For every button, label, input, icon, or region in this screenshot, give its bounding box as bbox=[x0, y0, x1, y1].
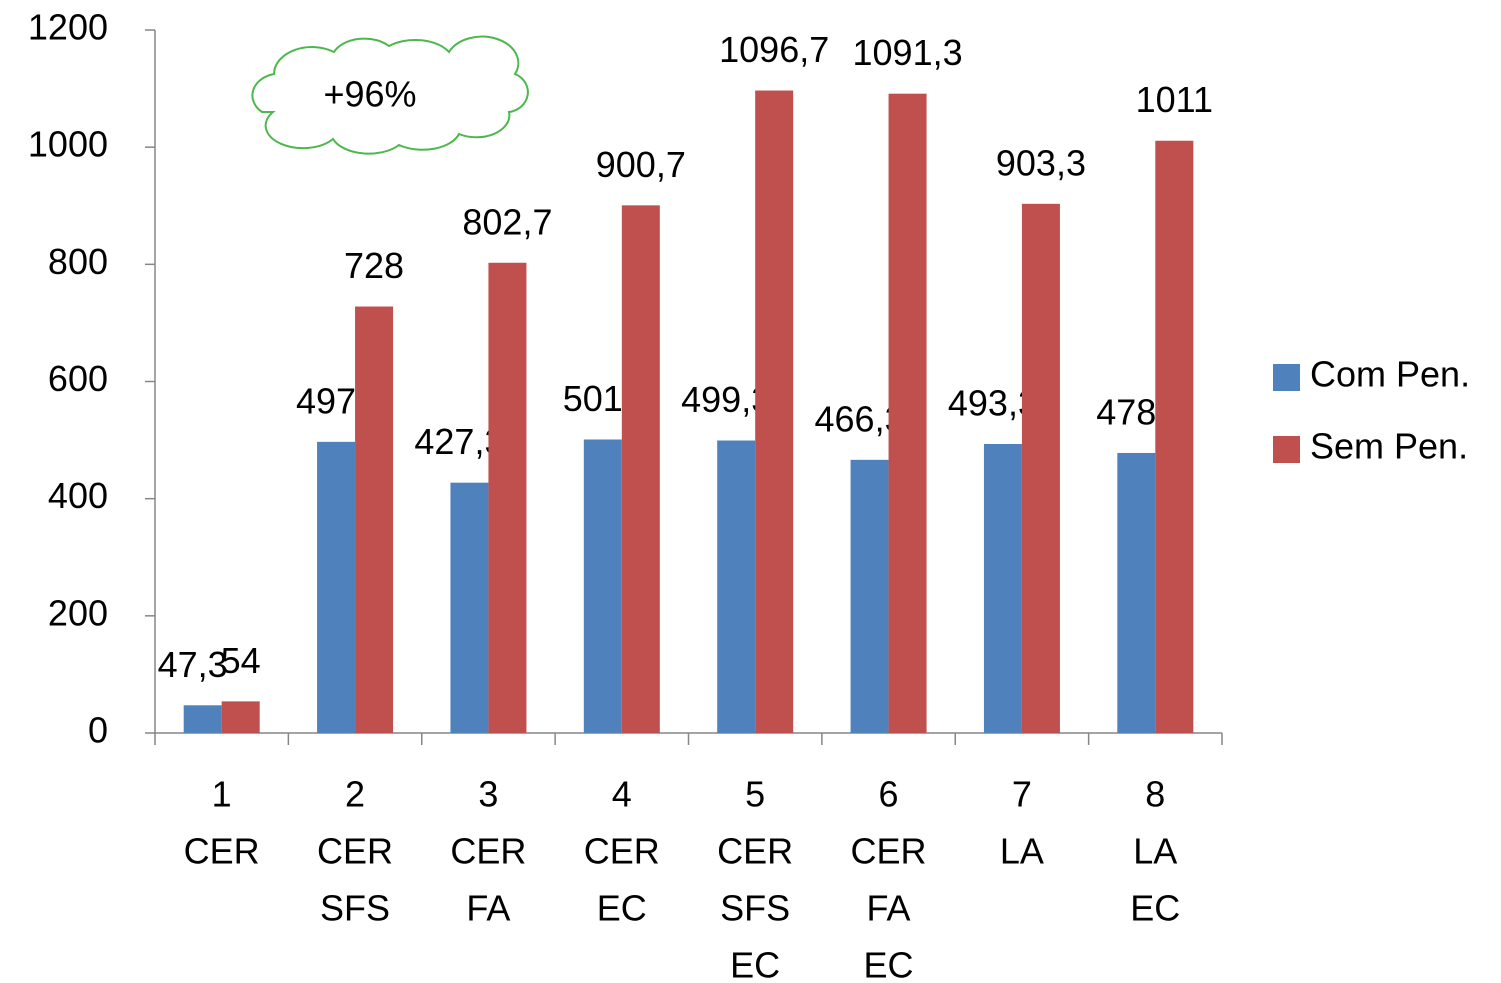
value-label: 900,7 bbox=[596, 144, 686, 185]
x-tick-label: CER bbox=[851, 831, 927, 872]
x-tick-label: FA bbox=[466, 888, 510, 929]
legend-swatch bbox=[1273, 436, 1300, 463]
x-tick-label: 7 bbox=[1012, 774, 1032, 815]
value-label: 1011 bbox=[1136, 79, 1213, 120]
bar bbox=[355, 306, 394, 733]
x-tick-label: CER bbox=[317, 831, 393, 872]
bar bbox=[317, 441, 356, 733]
value-label: 802,7 bbox=[462, 201, 552, 242]
value-label: 54 bbox=[221, 640, 261, 681]
y-tick-label: 0 bbox=[88, 710, 108, 751]
x-tick-label: EC bbox=[730, 945, 780, 983]
bar bbox=[1155, 140, 1194, 733]
bar bbox=[888, 93, 927, 734]
x-tick-label: 8 bbox=[1145, 774, 1165, 815]
value-label: 47,3 bbox=[158, 644, 228, 685]
bar bbox=[717, 440, 756, 733]
x-tick-label: EC bbox=[864, 945, 914, 983]
y-tick-label: 800 bbox=[48, 241, 108, 282]
bar bbox=[983, 444, 1022, 733]
bar bbox=[221, 701, 260, 733]
legend-label: Sem Pen. bbox=[1310, 426, 1468, 467]
bar bbox=[755, 90, 794, 733]
x-tick-label: 1 bbox=[212, 774, 232, 815]
value-label: 1096,7 bbox=[719, 29, 829, 70]
x-tick-label: CER bbox=[184, 831, 260, 872]
bar bbox=[1117, 452, 1156, 733]
bar bbox=[850, 459, 889, 733]
y-tick-label: 1200 bbox=[28, 7, 108, 48]
bar bbox=[450, 482, 489, 733]
bar bbox=[183, 705, 222, 733]
x-tick-label: EC bbox=[1130, 888, 1180, 929]
y-tick-label: 200 bbox=[48, 592, 108, 633]
x-tick-label: 3 bbox=[478, 774, 498, 815]
value-label: 478 bbox=[1096, 391, 1156, 432]
x-tick-label: CER bbox=[450, 831, 526, 872]
value-label: 501 bbox=[563, 378, 623, 419]
x-tick-label: 2 bbox=[345, 774, 365, 815]
value-label: 1091,3 bbox=[853, 32, 963, 73]
x-tick-label: 4 bbox=[612, 774, 632, 815]
bar bbox=[1021, 203, 1060, 733]
bar bbox=[488, 262, 527, 733]
y-tick-label: 1000 bbox=[28, 124, 108, 165]
x-tick-label: SFS bbox=[320, 888, 390, 929]
annotation-cloud bbox=[251, 35, 529, 155]
x-tick-label: SFS bbox=[720, 888, 790, 929]
annotation: +96% bbox=[323, 74, 416, 115]
legend-label: Com Pen. bbox=[1310, 354, 1470, 395]
x-tick-label: 6 bbox=[879, 774, 899, 815]
x-tick-label: 5 bbox=[745, 774, 765, 815]
y-tick-label: 400 bbox=[48, 475, 108, 516]
x-tick-label: EC bbox=[597, 888, 647, 929]
value-label: 497 bbox=[296, 380, 356, 421]
value-label: 728 bbox=[344, 245, 404, 286]
x-tick-label: LA bbox=[1000, 831, 1044, 872]
y-tick-label: 600 bbox=[48, 358, 108, 399]
x-tick-label: CER bbox=[584, 831, 660, 872]
bar bbox=[583, 439, 622, 733]
legend-swatch bbox=[1273, 364, 1300, 391]
bar bbox=[621, 205, 660, 734]
value-label: 903,3 bbox=[996, 142, 1086, 183]
x-tick-label: CER bbox=[717, 831, 793, 872]
x-tick-label: LA bbox=[1133, 831, 1177, 872]
x-tick-label: FA bbox=[867, 888, 911, 929]
